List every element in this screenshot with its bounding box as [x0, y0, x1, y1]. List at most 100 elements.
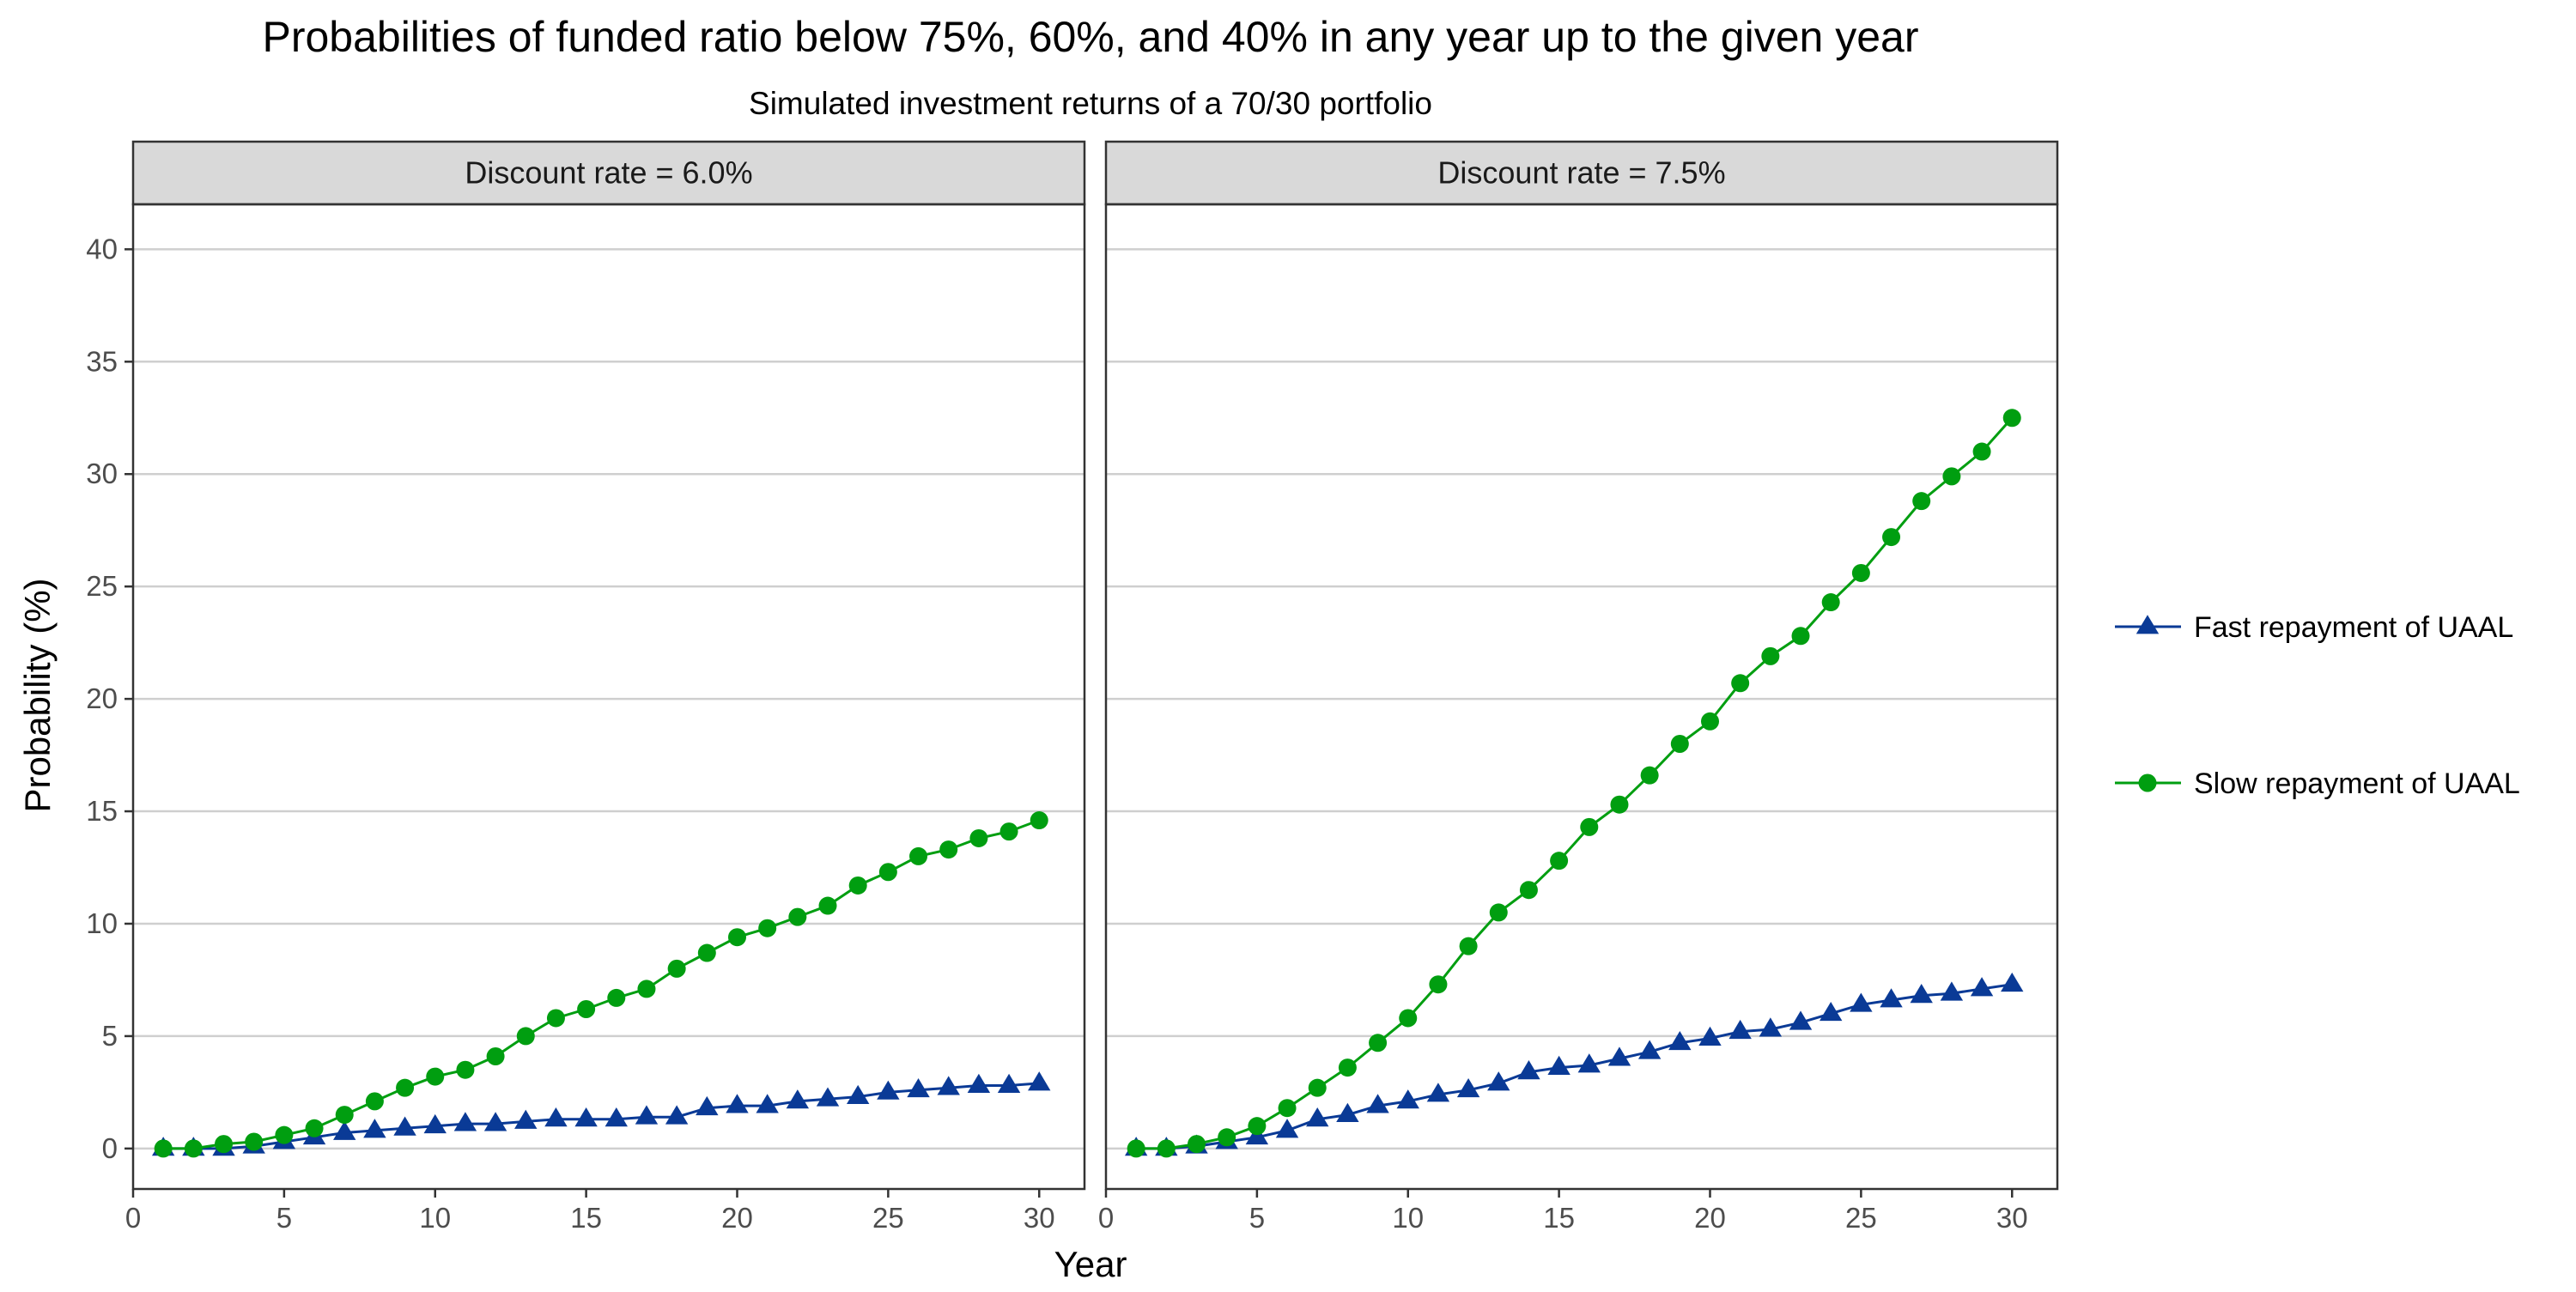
- data-point-fast: [1306, 1107, 1329, 1127]
- data-point-slow: [2002, 409, 2021, 428]
- data-point-slow: [667, 959, 686, 978]
- data-point-fast: [1668, 1030, 1692, 1051]
- data-point-fast: [1880, 988, 1903, 1008]
- data-point-slow: [637, 980, 656, 998]
- panels-layer: Discount rate = 6.0% 0 5 10 15 20 25 30 35 40 0 5 10…: [86, 140, 2059, 1234]
- data-point-slow: [1882, 528, 1901, 547]
- data-point-fast: [967, 1073, 991, 1093]
- data-point-fast: [1028, 1071, 1051, 1091]
- data-point-slow: [1127, 1139, 1145, 1158]
- x-tick-label: 20: [721, 1202, 753, 1234]
- data-point-slow: [1248, 1117, 1267, 1136]
- data-point-slow: [999, 822, 1018, 841]
- x-tick-label: 15: [570, 1202, 602, 1234]
- data-point-slow: [275, 1125, 294, 1144]
- facet-panel-2: Discount rate = 7.5% 0 5 10 15 20 25 30: [1098, 140, 2059, 1234]
- y-tick-label: 40: [86, 233, 118, 264]
- data-point-fast: [1517, 1060, 1540, 1080]
- facet-strip-label: Discount rate = 7.5%: [1437, 155, 1725, 191]
- series-line-fast: [1136, 983, 2013, 1150]
- facet-panel-1: Discount rate = 6.0% 0 5 10 15 20 25 30 35 40 0 5 10…: [86, 140, 1086, 1234]
- data-point-slow: [1459, 937, 1478, 955]
- data-point-slow: [758, 919, 777, 937]
- data-point-fast: [514, 1109, 538, 1129]
- data-point-fast: [1789, 1010, 1813, 1030]
- data-point-fast: [453, 1112, 477, 1131]
- data-point-slow: [1308, 1078, 1327, 1097]
- legend-label: Slow repayment of UAAL: [2194, 767, 2520, 800]
- data-point-fast: [816, 1087, 840, 1107]
- data-point-fast: [1547, 1055, 1571, 1075]
- data-point-fast: [333, 1120, 356, 1140]
- data-point-fast: [846, 1084, 870, 1105]
- data-point-fast: [1970, 977, 1994, 997]
- data-point-fast: [393, 1116, 416, 1136]
- series-line-slow: [1136, 416, 2014, 1150]
- data-point-slow: [1278, 1099, 1297, 1118]
- data-point-slow: [1942, 467, 1961, 486]
- y-tick-label: 10: [86, 907, 118, 939]
- x-tick-label: 20: [1694, 1202, 1726, 1234]
- data-point-slow: [456, 1060, 475, 1079]
- data-point-slow: [697, 943, 716, 962]
- data-point-slow: [1519, 881, 1538, 900]
- x-tick-label: 10: [1392, 1202, 1424, 1234]
- data-point-slow: [1731, 674, 1750, 693]
- y-tick-label: 15: [86, 795, 118, 827]
- data-point-slow: [154, 1139, 173, 1158]
- data-point-fast: [756, 1094, 779, 1113]
- data-point-slow: [1972, 442, 1991, 461]
- x-tick-label: 15: [1543, 1202, 1575, 1234]
- data-point-slow: [1550, 852, 1569, 870]
- facet-strip: [1104, 140, 2059, 206]
- data-point-slow: [1157, 1139, 1176, 1158]
- data-point-slow: [335, 1106, 354, 1125]
- data-point-slow: [245, 1132, 264, 1151]
- data-point-slow: [1821, 593, 1840, 612]
- data-point-fast: [544, 1107, 568, 1127]
- data-point-slow: [1399, 1009, 1418, 1028]
- data-point-slow: [577, 1000, 596, 1019]
- data-point-slow: [396, 1078, 415, 1097]
- data-point-fast: [1940, 981, 1964, 1001]
- legend-label: Fast repayment of UAAL: [2194, 611, 2513, 644]
- data-point-fast: [1396, 1089, 1419, 1109]
- data-point-fast: [1759, 1017, 1783, 1037]
- data-point-fast: [1366, 1094, 1389, 1113]
- x-tick-label: 0: [1098, 1202, 1114, 1234]
- data-point-fast: [1487, 1071, 1510, 1091]
- data-point-slow: [1338, 1058, 1357, 1077]
- data-point-slow: [969, 828, 988, 847]
- x-tick-label: 25: [872, 1202, 904, 1234]
- data-point-fast: [696, 1095, 719, 1116]
- legend-key-marker: [2138, 773, 2157, 792]
- y-axis-title: Probability (%): [17, 578, 58, 812]
- panel-border: [1104, 203, 2059, 1191]
- x-tick-label: 30: [1024, 1202, 1055, 1234]
- data-point-slow: [1489, 903, 1508, 922]
- data-point-fast: [1426, 1083, 1450, 1102]
- series-line-slow: [163, 819, 1040, 1150]
- x-tick-label: 30: [1996, 1202, 2028, 1234]
- data-point-fast: [907, 1077, 930, 1098]
- data-point-slow: [909, 846, 928, 865]
- data-point-fast: [1275, 1119, 1299, 1138]
- data-point-fast: [1819, 1001, 1843, 1022]
- data-point-fast: [1637, 1040, 1662, 1059]
- y-tick-label: 5: [102, 1020, 118, 1052]
- data-point-slow: [516, 1027, 535, 1046]
- legend-item-slow: Slow repayment of UAAL: [2115, 767, 2520, 800]
- legend-item-fast: Fast repayment of UAAL: [2115, 611, 2513, 644]
- data-point-fast: [1850, 992, 1873, 1012]
- data-point-slow: [607, 988, 626, 1007]
- data-point-slow: [1761, 646, 1780, 665]
- data-point-fast: [483, 1112, 507, 1131]
- data-point-slow: [1369, 1034, 1388, 1052]
- x-tick-label: 10: [419, 1202, 451, 1234]
- data-point-slow: [426, 1067, 445, 1086]
- data-point-slow: [1670, 734, 1689, 753]
- data-point-fast: [1577, 1053, 1601, 1073]
- y-tick-label: 30: [86, 458, 118, 489]
